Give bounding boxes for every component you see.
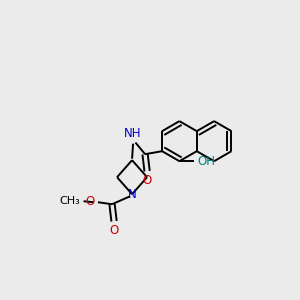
Text: N: N	[128, 188, 136, 201]
Text: O: O	[86, 195, 95, 208]
Text: O: O	[110, 224, 119, 237]
Text: O: O	[142, 174, 152, 187]
Text: OH: OH	[197, 155, 215, 168]
Text: NH: NH	[124, 127, 142, 140]
Text: CH₃: CH₃	[59, 196, 80, 206]
